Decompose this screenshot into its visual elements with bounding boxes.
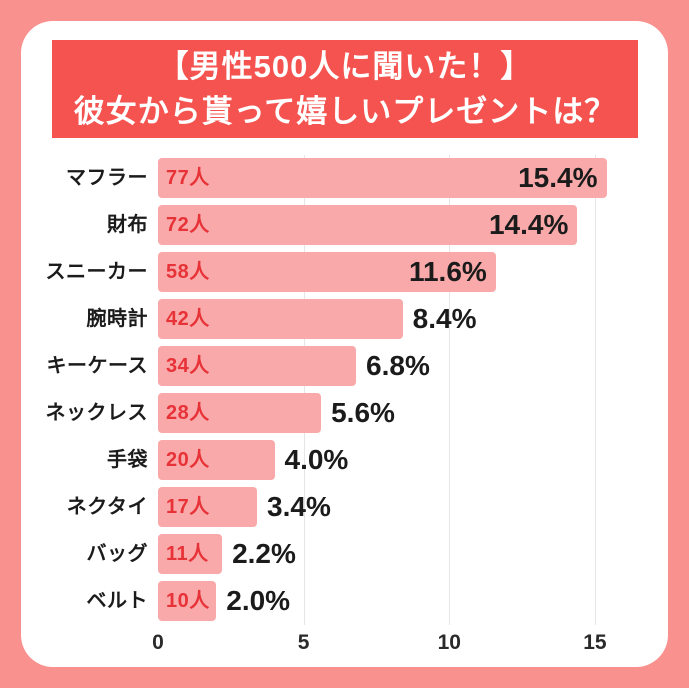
percent-label: 2.0% [226,585,291,616]
count-label: 42人 [166,308,210,330]
percent-label: 3.4% [267,491,331,522]
percent-label: 2.2% [232,538,296,569]
x-tick-label: 15 [583,631,607,654]
x-tick-label: 10 [437,631,461,654]
percent-label: 6.8% [366,350,430,381]
category-label: ネクタイ [66,496,148,518]
count-label: 77人 [166,167,210,189]
bar: 58人 11.6% [158,252,496,292]
gridline [303,155,305,625]
bar: 72人 14.4% [158,205,578,245]
count-label: 28人 [166,402,210,424]
category-label: キーケース [46,355,148,377]
title-banner: 【男性500人に聞いた！】 彼女から貰って嬉しいプレゼントは？ [52,40,638,138]
bar: 42人 [158,299,403,339]
category-label: 腕時計 [86,308,148,330]
bar: 11人 [158,534,223,574]
title-line-2: 彼女から貰って嬉しいプレゼントは？ [73,94,617,129]
title-line-1: 【男性500人に聞いた！】 [157,49,533,84]
bar: 20人 [158,440,275,480]
count-label: 58人 [166,261,210,283]
count-label: 20人 [166,449,210,471]
chart: 0 5 10 15 マフラー 77人 15.4% 財布 72人 14.4% スニーカー 58人 11.6… [21,21,668,667]
count-label: 34人 [166,355,210,377]
category-label: バッグ [86,543,148,565]
bar: 10人 [158,581,217,621]
bar: 28人 [158,393,322,433]
percent-label: 15.4% [518,162,598,193]
percent-label: 14.4% [488,209,569,240]
card: 【男性500人に聞いた！】 彼女から貰って嬉しいプレゼントは？ 0 5 10 15 マフ… [21,21,668,667]
percent-label: 8.4% [412,303,477,334]
bar: 77人 15.4% [158,158,607,198]
bar: 17人 [158,487,257,527]
percent-label: 5.6% [331,397,395,428]
category-label: マフラー [66,167,148,189]
category-label: ベルト [86,590,148,612]
category-label: 財布 [107,214,148,236]
gridline [594,155,596,625]
category-label: スニーカー [45,261,148,283]
count-label: 17人 [166,496,210,518]
percent-label: 4.0% [284,444,349,475]
x-tick-label: 5 [297,631,310,654]
percent-label: 11.6% [408,256,487,287]
count-label: 11人 [166,543,209,565]
x-tick-label: 0 [152,631,164,654]
gridline [449,155,451,625]
category-label: ネックレス [45,402,148,424]
count-label: 72人 [166,214,210,236]
category-label: 手袋 [107,449,148,471]
count-label: 10人 [166,590,210,612]
bar: 34人 [158,346,356,386]
